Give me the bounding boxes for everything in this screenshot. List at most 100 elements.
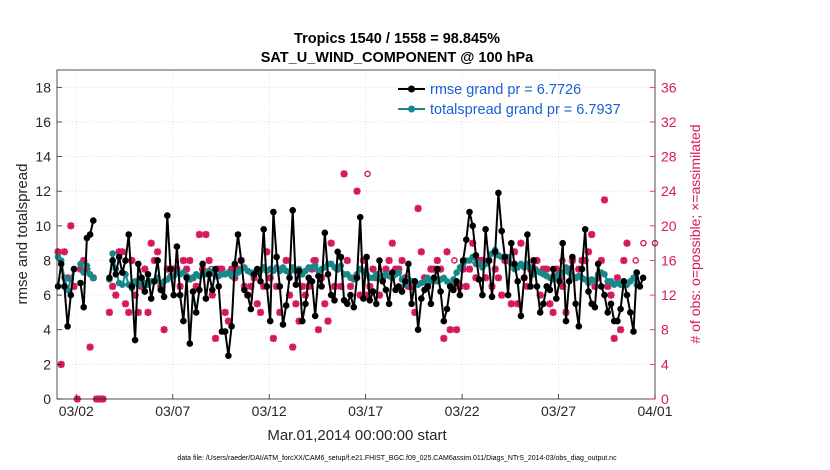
rmse-point — [540, 300, 547, 308]
obs-assimilated-marker — [398, 256, 406, 265]
rmse-point — [286, 274, 293, 282]
x-tick-label: 03/22 — [445, 403, 480, 419]
obs-marker-stroke — [109, 282, 117, 290]
obs-marker-stroke — [321, 300, 329, 308]
obs-marker-stroke — [369, 265, 377, 273]
obs-assimilated-marker — [266, 274, 274, 282]
rmse-point — [154, 257, 161, 264]
obs-assimilated-marker — [346, 282, 355, 290]
rmse-point — [376, 257, 383, 264]
rmse-point — [151, 278, 158, 285]
rmse-point — [221, 328, 229, 335]
rmse-point — [591, 303, 599, 311]
obs-assimilated-marker — [546, 300, 554, 308]
rmse-point — [167, 265, 174, 273]
rmse-point — [257, 278, 264, 285]
rmse-point — [520, 274, 528, 282]
rmse-point — [241, 286, 248, 294]
obs-assimilated-marker — [224, 317, 232, 325]
obs-possible-marker — [632, 257, 640, 264]
obs-marker-stroke — [340, 170, 348, 178]
rmse-point — [475, 276, 483, 283]
rmse-point — [414, 326, 422, 334]
obs-marker-stroke — [466, 265, 473, 273]
chart-title: Tropics 1540 / 1558 = 98.845% — [294, 31, 500, 47]
y2-tick-label: 8 — [661, 322, 669, 338]
obs-marker-stroke — [604, 282, 612, 290]
rmse-point — [466, 208, 473, 216]
obs-marker-stroke — [221, 308, 229, 316]
obs-marker-stroke — [356, 291, 364, 299]
rmse-point — [533, 283, 541, 290]
rmse-point — [189, 288, 197, 295]
obs-marker-stroke — [269, 334, 277, 342]
obs-marker-stroke — [208, 291, 216, 299]
rmse-point — [337, 253, 345, 261]
rmse-point — [260, 226, 268, 233]
obs-marker-stroke — [398, 257, 406, 264]
obs-possible-marker — [364, 170, 371, 178]
rmse-point — [623, 291, 631, 299]
rmse-point — [54, 283, 62, 290]
obs-marker-stroke — [154, 248, 162, 256]
rmse-point — [209, 286, 216, 294]
obs-marker-stroke — [60, 248, 68, 256]
rmse-point — [427, 300, 435, 308]
y2-tick-label: 12 — [661, 287, 677, 303]
rmse-point — [562, 317, 570, 325]
rmse-point — [347, 291, 354, 299]
rmse-point — [443, 305, 451, 313]
obs-marker-stroke — [160, 326, 168, 334]
rmse-point — [353, 274, 361, 282]
y-tick-label: 4 — [43, 322, 51, 338]
obs-assimilated-marker — [440, 334, 448, 342]
rmse-point — [598, 283, 605, 290]
obs-assimilated-marker — [160, 326, 168, 334]
rmse-point — [253, 265, 261, 273]
y2-tick-label: 28 — [661, 149, 677, 165]
footer-data-file: data file: /Users/raeder/DAI/ATM_forcXX/… — [177, 455, 617, 462]
rmse-point — [302, 300, 309, 308]
obs-marker-stroke — [601, 196, 608, 204]
legend-spread-marker — [408, 105, 415, 113]
rmse-point — [556, 278, 563, 285]
obs-marker-stroke — [195, 231, 203, 238]
rmse-point — [469, 222, 477, 230]
rmse-point — [398, 288, 406, 295]
rmse-point — [225, 352, 232, 360]
obs-assimilated-marker — [86, 343, 94, 351]
y-tick-label: 0 — [43, 391, 51, 407]
obs-assimilated-marker — [256, 308, 265, 316]
x-tick-label: 03/02 — [59, 403, 94, 419]
rmse-point — [524, 231, 531, 238]
rmse-point — [495, 189, 502, 197]
obs-assimilated-marker — [517, 239, 525, 247]
obs-marker-stroke — [549, 308, 557, 316]
obs-marker-stroke — [125, 308, 133, 316]
rmse-point — [112, 271, 120, 278]
obs-marker-stroke — [347, 282, 354, 290]
obs-marker-stroke — [494, 274, 502, 282]
obs-marker-stroke — [54, 248, 62, 256]
obs-marker-stroke — [224, 317, 232, 325]
rmse-point — [157, 286, 165, 294]
obs-marker-stroke — [141, 265, 149, 273]
obs-assimilated-marker — [125, 308, 133, 316]
obs-assimilated-marker — [105, 308, 114, 316]
obs-assimilated-marker — [327, 239, 335, 247]
totalspread-point — [601, 271, 608, 278]
rmse-point — [263, 283, 271, 290]
rmse-point — [176, 291, 184, 299]
obs-assimilated-marker — [462, 282, 470, 290]
rmse-point — [106, 274, 113, 282]
obs-marker-stroke — [292, 300, 300, 308]
obs-assimilated-marker — [205, 256, 213, 265]
obs-marker-stroke — [144, 308, 152, 316]
rmse-point — [131, 336, 139, 344]
rmse-point — [327, 291, 335, 299]
obs-assimilated-marker — [202, 230, 210, 239]
legend-rmse-label: rmse grand pr = 6.7726 — [430, 82, 581, 98]
rmse-point — [411, 278, 419, 285]
totalspread-point — [90, 274, 97, 282]
rmse-point — [639, 274, 647, 282]
